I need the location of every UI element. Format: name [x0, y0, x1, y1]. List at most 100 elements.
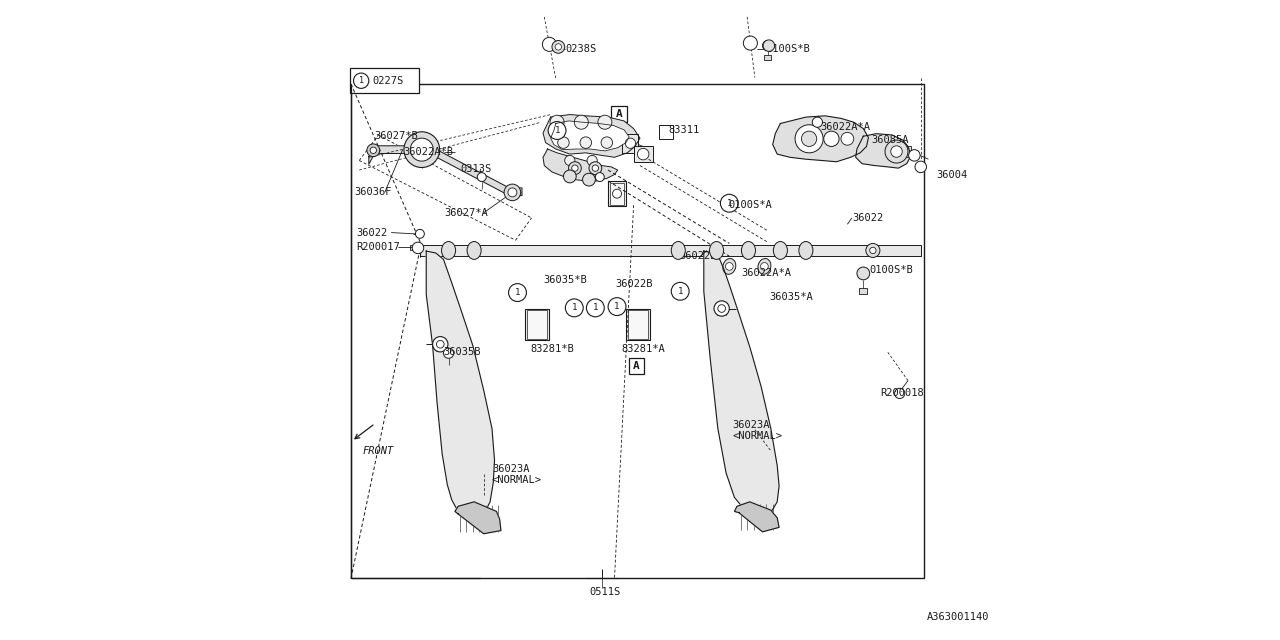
- Circle shape: [367, 144, 380, 157]
- Bar: [888, 147, 911, 157]
- Circle shape: [763, 40, 774, 51]
- Bar: [859, 288, 867, 294]
- Polygon shape: [426, 251, 494, 521]
- Bar: [411, 245, 419, 250]
- Circle shape: [813, 117, 823, 127]
- Circle shape: [543, 37, 557, 51]
- Circle shape: [637, 148, 649, 160]
- Circle shape: [744, 246, 753, 255]
- Bar: [628, 358, 644, 374]
- Text: 36023A: 36023A: [732, 420, 771, 430]
- Text: 36035B: 36035B: [443, 347, 481, 357]
- Circle shape: [726, 262, 733, 270]
- Circle shape: [763, 40, 773, 51]
- Polygon shape: [454, 502, 500, 534]
- Circle shape: [598, 115, 612, 129]
- Circle shape: [795, 125, 823, 153]
- Circle shape: [595, 173, 604, 182]
- Bar: [608, 181, 626, 207]
- Text: 0100S*B: 0100S*B: [767, 44, 810, 54]
- Circle shape: [593, 165, 599, 172]
- Text: 36035*A: 36035*A: [769, 292, 813, 302]
- Circle shape: [550, 115, 564, 129]
- Circle shape: [744, 36, 758, 50]
- Bar: [525, 308, 549, 340]
- Text: A: A: [634, 361, 640, 371]
- Ellipse shape: [799, 241, 813, 259]
- Ellipse shape: [467, 241, 481, 259]
- Circle shape: [436, 340, 444, 348]
- Text: 0227S: 0227S: [372, 76, 403, 86]
- Text: 36022: 36022: [356, 228, 388, 237]
- Circle shape: [626, 138, 636, 148]
- Polygon shape: [773, 116, 868, 162]
- Circle shape: [586, 299, 604, 317]
- Ellipse shape: [442, 241, 456, 259]
- Circle shape: [582, 173, 595, 186]
- Text: 36022B: 36022B: [678, 251, 717, 261]
- Text: <NORMAL>: <NORMAL>: [492, 474, 541, 484]
- Circle shape: [608, 298, 626, 316]
- Circle shape: [558, 137, 570, 148]
- Circle shape: [824, 131, 840, 147]
- Circle shape: [444, 246, 453, 255]
- Circle shape: [891, 146, 902, 157]
- Text: 36023A: 36023A: [492, 463, 530, 474]
- Circle shape: [470, 246, 479, 255]
- Circle shape: [564, 156, 575, 166]
- Circle shape: [589, 162, 602, 175]
- Circle shape: [884, 140, 908, 163]
- Text: 0100S*B: 0100S*B: [869, 264, 913, 275]
- Polygon shape: [704, 251, 780, 519]
- Circle shape: [613, 189, 622, 198]
- Bar: [626, 308, 650, 340]
- Circle shape: [548, 122, 566, 140]
- Text: R200018: R200018: [879, 388, 924, 398]
- Text: 83311: 83311: [668, 125, 699, 135]
- Circle shape: [572, 165, 579, 172]
- Bar: [351, 68, 420, 93]
- Ellipse shape: [723, 259, 736, 275]
- Bar: [764, 54, 772, 60]
- Text: 0100S*A: 0100S*A: [728, 200, 772, 210]
- Circle shape: [909, 150, 920, 161]
- Polygon shape: [735, 502, 780, 532]
- Circle shape: [760, 262, 768, 270]
- Circle shape: [443, 348, 453, 358]
- Text: FRONT: FRONT: [362, 446, 394, 456]
- Ellipse shape: [758, 259, 771, 275]
- Text: 36036F: 36036F: [355, 188, 392, 197]
- Circle shape: [411, 138, 433, 161]
- Polygon shape: [855, 134, 911, 168]
- Text: 1: 1: [515, 288, 520, 297]
- Bar: [420, 245, 920, 255]
- Text: 36027*B: 36027*B: [374, 131, 417, 141]
- Text: 36022A*A: 36022A*A: [820, 122, 870, 132]
- Bar: [611, 183, 625, 205]
- Ellipse shape: [773, 241, 787, 259]
- Text: 0313S: 0313S: [460, 164, 492, 174]
- Text: 83281*A: 83281*A: [622, 344, 666, 355]
- Text: 36004: 36004: [936, 170, 968, 180]
- Bar: [622, 134, 639, 153]
- Text: A: A: [616, 109, 622, 119]
- Bar: [527, 310, 548, 339]
- Circle shape: [588, 156, 598, 166]
- Circle shape: [477, 173, 486, 182]
- Circle shape: [580, 137, 591, 148]
- Text: <NORMAL>: <NORMAL>: [732, 431, 782, 441]
- Bar: [612, 106, 627, 122]
- Circle shape: [841, 132, 854, 145]
- Text: 1: 1: [727, 199, 732, 208]
- Text: 0238S: 0238S: [566, 44, 596, 54]
- Text: R200017: R200017: [356, 243, 399, 252]
- Circle shape: [915, 161, 927, 173]
- Text: 36027*A: 36027*A: [444, 208, 488, 218]
- Text: 36085A: 36085A: [870, 135, 909, 145]
- Circle shape: [353, 73, 369, 88]
- Ellipse shape: [671, 241, 685, 259]
- Circle shape: [566, 299, 584, 317]
- Circle shape: [508, 188, 517, 197]
- Circle shape: [370, 147, 376, 154]
- Text: 1: 1: [358, 76, 364, 85]
